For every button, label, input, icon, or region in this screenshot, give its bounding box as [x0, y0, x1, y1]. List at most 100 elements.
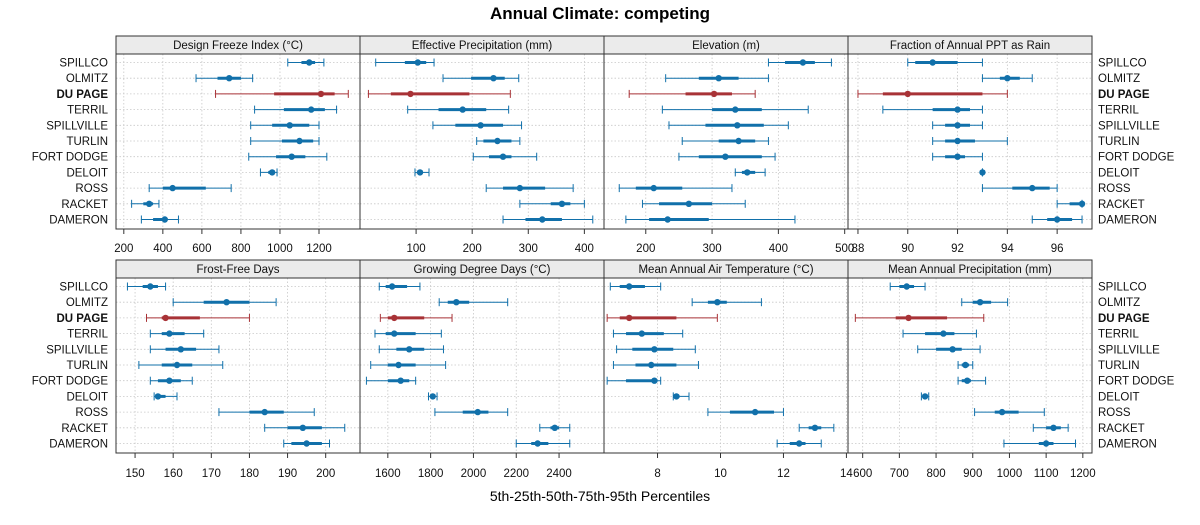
row1-right-site-label-deloit: DELOIT — [1098, 167, 1140, 179]
panel-6-median-spillville — [406, 346, 413, 353]
panel-6-strip-label: Growing Degree Days (°C) — [414, 264, 551, 276]
panel-8-frame — [847, 277, 1093, 454]
panel-4-median-olmitz — [1004, 75, 1011, 82]
row2-right-site-label-dameron: DAMERON — [1098, 439, 1157, 451]
row2-right-site-label-du-page: DU PAGE — [1098, 313, 1150, 325]
row2-left-site-label-fort-dodge: FORT DODGE — [32, 376, 109, 388]
panel-3-median-terril — [732, 106, 739, 113]
row2-right-site-label-turlin: TURLIN — [1098, 360, 1140, 372]
panel-4-median-dameron — [1053, 216, 1061, 223]
panel-6-median-terril — [391, 330, 398, 337]
panel-8-median-spillco — [903, 283, 910, 290]
panel-2-x-tick-label: 100 — [406, 243, 425, 255]
row1-left-site-label-terril: TERRIL — [67, 105, 109, 117]
panel-1-median-spillco — [306, 59, 313, 66]
row2-left-site-label-spillville: SPILLVILLE — [46, 344, 108, 356]
panel-7-median-dameron — [796, 440, 803, 447]
panel-3-x-tick-label: 500 — [835, 243, 854, 255]
row1-left-site-label-spillville: SPILLVILLE — [46, 120, 108, 132]
panel-6-median-deloit — [429, 393, 436, 400]
panel-3-x-tick-label: 200 — [636, 243, 655, 255]
panel-2-median-terril — [459, 106, 466, 113]
panel-8-median-racket — [1050, 424, 1057, 431]
panel-1-median-ross — [169, 184, 176, 192]
panel-3-median-dameron — [664, 216, 671, 223]
panel-8-x-tick-label: 600 — [853, 468, 872, 480]
panel-2-median-turlin — [494, 137, 501, 145]
row1-right-site-label-ross: ROSS — [1098, 183, 1131, 195]
panel-5-median-dameron — [303, 440, 310, 447]
row1-left-site-label-spillco: SPILLCO — [59, 58, 108, 70]
row1-left-site-label-du-page: DU PAGE — [56, 89, 108, 101]
panel-8-median-turlin — [962, 361, 969, 369]
panel-7-x-tick-label: 10 — [714, 468, 727, 480]
row2-left-site-label-ross: ROSS — [75, 407, 108, 419]
panel-8-median-spillville — [949, 346, 956, 353]
panel-5-median-spillville — [177, 346, 185, 353]
panel-7-x-tick-label: 14 — [840, 468, 853, 480]
panel-3-median-spillville — [734, 122, 741, 129]
panel-1-median-du-page — [317, 90, 325, 98]
panel-7-median-spillco — [625, 283, 633, 290]
row2-left-site-label-spillco: SPILLCO — [59, 282, 108, 294]
panel-6-x-tick-label: 2000 — [461, 468, 487, 480]
row2-right-site-label-racket: RACKET — [1098, 423, 1145, 435]
panel-6-median-ross — [474, 408, 481, 416]
row2-right-site-label-spillville: SPILLVILLE — [1098, 344, 1160, 356]
panel-5-median-spillco — [147, 283, 154, 290]
panel-1-x-tick-label: 200 — [114, 243, 133, 255]
row2-left-site-label-deloit: DELOIT — [66, 391, 108, 403]
panel-3-median-racket — [685, 200, 693, 207]
panel-2-median-spillville — [477, 122, 484, 129]
panel-6-x-tick-label: 2400 — [546, 468, 572, 480]
panel-3-x-tick-label: 400 — [769, 243, 788, 255]
panel-8-median-du-page — [905, 314, 912, 322]
panel-8-median-deloit — [921, 393, 929, 400]
panel-7-median-du-page — [625, 314, 633, 322]
row2-left-site-label-racket: RACKET — [61, 423, 108, 435]
panel-7-x-tick-label: 12 — [777, 468, 790, 480]
panel-3-median-du-page — [710, 90, 718, 98]
panel-2-median-deloit — [416, 169, 424, 176]
panel-8-x-tick-label: 1200 — [1070, 468, 1096, 480]
row1-left-site-label-dameron: DAMERON — [49, 215, 108, 227]
panel-7-median-turlin — [648, 361, 655, 369]
panel-4-median-terril — [954, 106, 961, 113]
panel-5-median-du-page — [162, 314, 169, 322]
row1-right-site-label-du-page: DU PAGE — [1098, 89, 1150, 101]
panel-6-median-olmitz — [453, 299, 460, 306]
panel-4-x-tick-label: 88 — [852, 243, 865, 255]
panel-7-median-deloit — [673, 393, 680, 400]
panel-2-strip-label: Effective Precipitation (mm) — [412, 40, 553, 52]
panel-1-median-deloit — [268, 169, 276, 176]
panel-8-x-tick-label: 900 — [963, 468, 982, 480]
panel-8-median-terril — [940, 330, 947, 337]
panel-1-x-tick-label: 1000 — [267, 243, 293, 255]
panel-4-strip-label: Fraction of Annual PPT as Rain — [890, 40, 1050, 52]
row2-left-site-label-olmitz: OLMITZ — [66, 297, 108, 309]
panel-2-x-tick-label: 400 — [575, 243, 594, 255]
panel-4-median-turlin — [954, 137, 961, 145]
panel-1-x-tick-label: 400 — [153, 243, 172, 255]
panel-7-median-olmitz — [714, 299, 721, 306]
panel-2-median-olmitz — [490, 75, 497, 82]
panel-8-median-fort-dodge — [964, 377, 971, 384]
panel-3-median-ross — [650, 184, 657, 192]
panel-5-x-tick-label: 190 — [278, 468, 297, 480]
panel-5-median-racket — [299, 424, 307, 431]
panel-6-median-dameron — [534, 440, 541, 447]
row2-left-site-label-du-page: DU PAGE — [56, 313, 108, 325]
panel-2-median-spillco — [414, 59, 421, 66]
panel-6-median-spillco — [388, 283, 396, 290]
row1-right-site-label-dameron: DAMERON — [1098, 215, 1157, 227]
panel-8-x-tick-label: 1000 — [997, 468, 1023, 480]
panel-5-median-turlin — [173, 361, 181, 369]
panel-4-median-spillco — [929, 59, 936, 66]
row2-right-site-label-ross: ROSS — [1098, 407, 1131, 419]
panel-5-x-tick-label: 180 — [240, 468, 259, 480]
panel-7-x-tick-label: 8 — [654, 468, 660, 480]
panel-8-strip-label: Mean Annual Precipitation (mm) — [888, 264, 1052, 276]
panel-5-median-deloit — [154, 393, 162, 400]
panel-4-x-tick-label: 96 — [1051, 243, 1064, 255]
panel-4-median-racket — [1078, 200, 1086, 207]
